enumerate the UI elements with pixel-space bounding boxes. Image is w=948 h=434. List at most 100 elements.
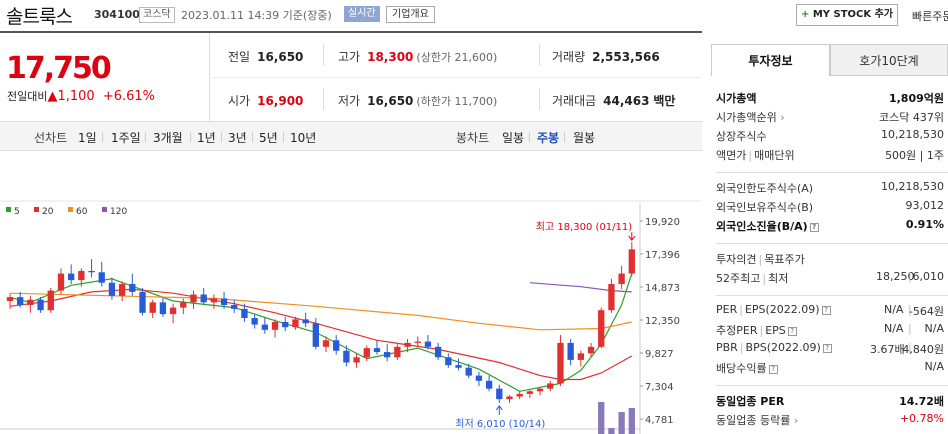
info-icon[interactable]: ? [822,344,832,353]
chevron-right-icon: › [780,111,785,124]
quick-order-link[interactable]: 빠른주문 [912,10,948,23]
candle-monthly[interactable]: 월봉 [573,131,596,145]
market-cap-rank-label: 시가총액순위 › [716,111,785,124]
period-3m[interactable]: 3개월 [153,131,183,145]
prev-close: 전일 16,650 [228,48,303,65]
candle-body [190,294,197,303]
stock-name: 솔트룩스 [6,6,73,28]
candle-body [475,375,483,381]
candle-body [608,284,615,311]
candle-chart-label: 봉차트 [456,131,490,145]
market-cap-value: 1,809억원 [888,92,944,105]
investment-info-panel: 투자정보 호가10단계 시가총액 1,809억원 시가총액순위 › 코스닥 43… [711,44,948,434]
candle-body [118,284,126,296]
price-block: 17,750 전일대비▲1,100 +6.61% [0,33,210,121]
volume-bar [628,408,635,434]
add-mystock-label: MY STOCK 추가 [812,9,894,20]
ma-legend-swatch [6,207,11,212]
per-eps-row: PER | EPS(2022.09)? N/A | -564원 [716,303,944,318]
ma-60-line [9,292,632,331]
pbr-bps-row: PBR | BPS(2022.09)? 3.67배 | 4,840원 [716,341,944,356]
pbr-value: 3.67배 [870,343,905,356]
candle-body [57,273,65,291]
sector-change-value: +0.78% [899,412,944,425]
ma-legend-label: 120 [110,207,127,217]
min-price-note: 최저 6,010 (10/14) [455,418,545,430]
sector-per-row: 동일업종 PER 14.72배 [716,391,948,410]
par-unit-value: 500원 | 1주 [885,149,944,162]
dividend-row: 배당수익률? N/A [716,358,948,377]
candle-body [577,353,584,360]
period-10y[interactable]: 10년 [290,131,317,145]
amount-unit: 백만 [653,94,676,108]
candle-body [6,297,14,302]
tab-investment-info[interactable]: 투자정보 [711,44,830,76]
period-1d[interactable]: 1일 [78,131,97,145]
low-label: 저가 [338,94,361,108]
open-price: 시가 16,900 [228,92,303,109]
y-tick-label: 7,304 [645,382,674,393]
amount-value: 44,463 [603,94,650,108]
info-icon[interactable]: ? [809,223,819,232]
period-1y[interactable]: 1년 [197,131,216,145]
info-icon[interactable]: ? [821,306,831,315]
company-overview-button[interactable]: 기업개요 [386,6,435,23]
period-bar: 선차트 1일 1주일 3개월 1년 3년 5년 10년 봉차트 일봉 주봉 월봉 [0,121,702,151]
candle-body [68,273,75,281]
candle-body [618,273,625,285]
foreign-ratio-label: 외국인소진율(B/A)? [716,218,819,234]
candle-body [343,350,350,363]
y-tick-label: 17,396 [645,250,680,261]
candle-daily[interactable]: 일봉 [502,131,525,145]
low-value: 16,650 [367,94,414,108]
per-eps-label: PER | EPS(2022.09)? [716,303,831,316]
foreign-limit-label: 외국인한도주식수(A) [716,182,814,195]
est-per-label: 추정PER | EPS? [716,322,797,338]
lower-limit: (하한가 11,700) [416,95,498,108]
ma-120-line [529,282,632,293]
period-3y[interactable]: 3년 [228,131,247,145]
volume-value: 2,553,566 [592,50,660,64]
candle-body [149,302,156,313]
candle-body [434,346,442,358]
high-price: 고가 18,300 (상한가 21,600) [338,48,497,65]
plus-icon: + [800,9,810,20]
candle-body [17,297,24,305]
candle-body [312,323,319,347]
volume-bar [618,412,625,434]
candle-body [587,346,595,354]
volume-bar [608,428,615,434]
candle-body [210,298,218,303]
tab-order-book[interactable]: 호가10단계 [830,44,948,76]
info-icon[interactable]: ? [787,327,797,336]
candle-body [445,357,452,366]
price-chart[interactable]: 5 20 60 120 19,920 17,396 14,873 12,350 9,827 7,3… [0,151,702,434]
sector-per-value: 14.72배 [899,395,944,408]
prev-close-label: 전일 [228,50,251,64]
period-1w[interactable]: 1주일 [111,131,141,145]
ma-legend-label: 5 [14,207,20,217]
max-arrow-head [628,235,636,242]
quote-main: 17,750 전일대비▲1,100 +6.61% 전일 16,650 고가 18,3… [0,31,702,434]
candle-body [496,388,503,400]
market-cap-label: 시가총액 [716,92,757,105]
live-badge[interactable]: 실시간 [344,6,380,22]
candle-body [322,340,330,347]
candle-body [557,342,564,384]
period-5y[interactable]: 5년 [259,131,278,145]
market-cap-row: 시가총액 1,809억원 [716,88,948,107]
add-mystock-button[interactable]: + MY STOCK 추가 [796,4,898,26]
open-label: 시가 [228,94,251,108]
info-icon[interactable]: ? [768,365,778,374]
candle-body [506,396,513,400]
per-value: N/A [884,303,904,316]
candle-body [220,298,228,305]
stock-code: 304100 [94,8,140,21]
candle-weekly[interactable]: 주봉 [537,131,560,145]
high-label: 고가 [338,50,361,64]
ma-legend-swatch [68,207,73,212]
y-tick-label: 12,350 [645,316,680,327]
est-per-value: N/A [884,322,904,335]
high-value: 18,300 [367,50,414,64]
week52-high: 18,250 [876,270,915,283]
